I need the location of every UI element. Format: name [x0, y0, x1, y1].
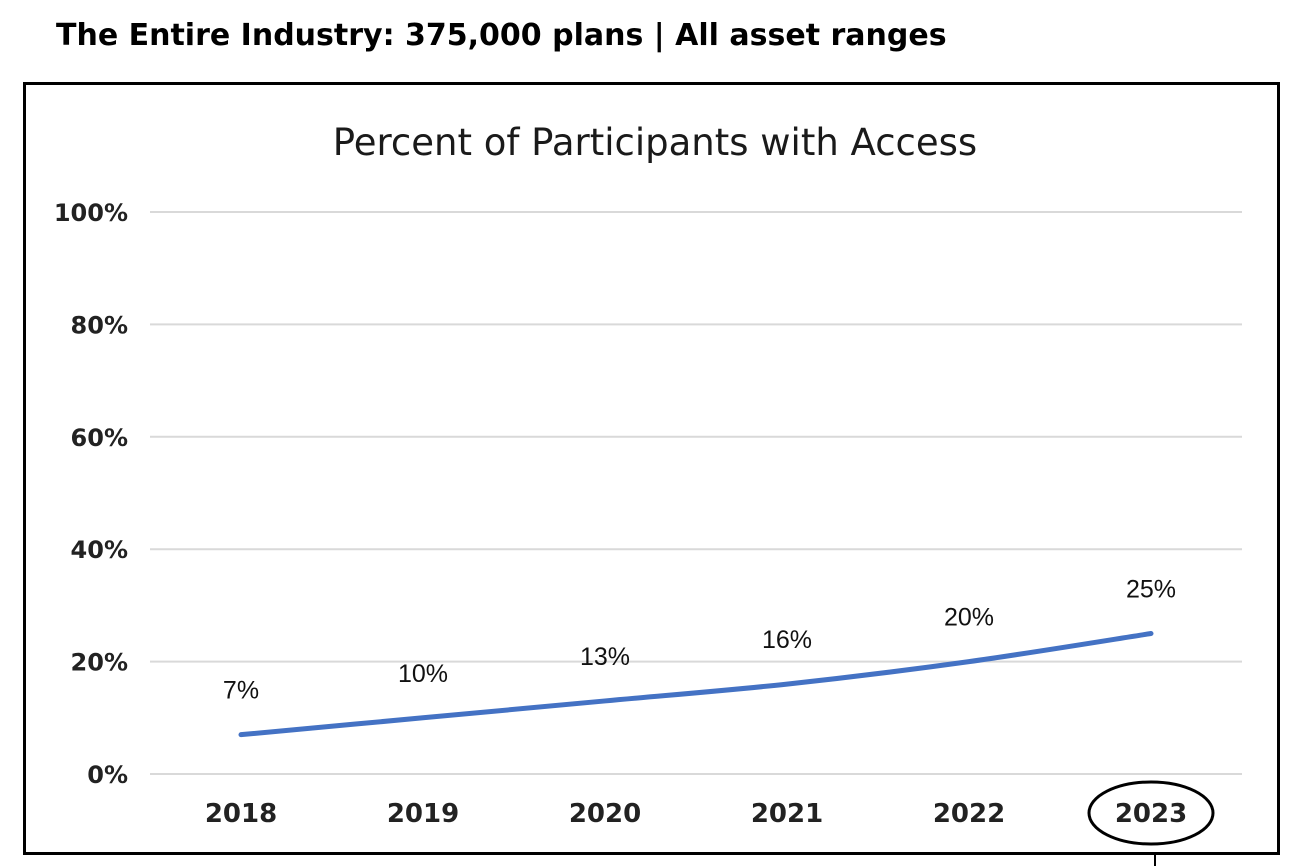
highlight-circle [1087, 780, 1215, 846]
data-labels: 7% 10% 13% 16% 20% 25% [223, 576, 1176, 705]
x-tick-label: 2018 [205, 799, 277, 829]
chart-title: Percent of Participants with Access [333, 121, 977, 164]
y-tick-label: 0% [87, 761, 128, 789]
data-label: 7% [223, 677, 259, 705]
data-label: 25% [1126, 576, 1176, 604]
data-label: 13% [580, 643, 630, 671]
y-tick-label: 80% [71, 311, 128, 339]
data-label: 20% [944, 604, 994, 632]
y-axis-ticks: 0% 20% 40% 60% 80% 100% [54, 199, 128, 789]
y-tick-label: 100% [54, 199, 128, 227]
x-tick-label: 2021 [751, 799, 823, 829]
x-tick-label: 2019 [387, 799, 459, 829]
y-tick-label: 60% [71, 424, 128, 452]
y-tick-label: 40% [71, 536, 128, 564]
series-line [238, 631, 1154, 738]
chart-frame [23, 82, 1280, 855]
data-label: 16% [762, 626, 812, 654]
x-tick-label: 2022 [933, 799, 1005, 829]
x-tick-label: 2023 [1115, 799, 1187, 829]
data-label: 10% [398, 660, 448, 688]
x-axis-ticks: 2018 2019 2020 2021 2022 2023 [205, 799, 1187, 829]
callout-connector [1154, 852, 1156, 866]
x-tick-label: 2020 [569, 799, 641, 829]
page-header: The Entire Industry: 375,000 plans | All… [56, 18, 947, 53]
y-tick-label: 20% [71, 649, 128, 677]
gridlines [150, 211, 1242, 775]
